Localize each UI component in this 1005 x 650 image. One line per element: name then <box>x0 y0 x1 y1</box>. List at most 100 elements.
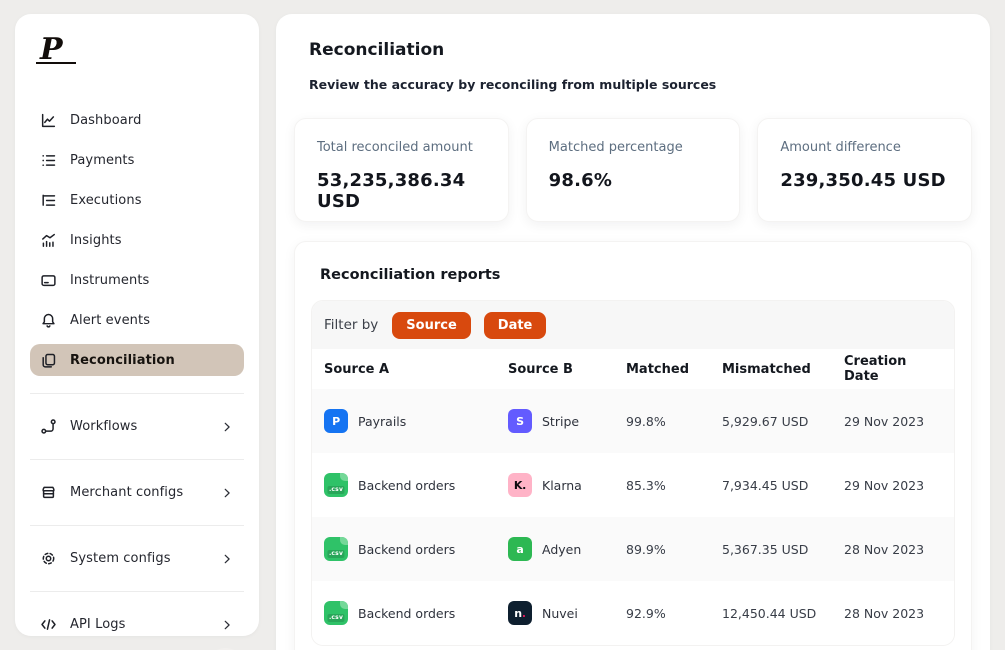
csv-folded-corner <box>340 473 348 481</box>
chevron-right-icon <box>220 617 234 631</box>
column-header-3: Mismatched <box>722 361 811 377</box>
table-row[interactable]: .csv Backend orders a Adyen 89.9% 5,367.35 US… <box>312 517 954 581</box>
table-row[interactable]: .csv Backend orders K. Klarna 85.3% 7,934.45 … <box>312 453 954 517</box>
csv-file-icon: .csv <box>324 601 348 625</box>
sidebar-item-executions[interactable]: Executions <box>30 184 244 216</box>
sidebar-divider <box>30 525 244 526</box>
csv-file-icon: .csv <box>324 537 348 561</box>
source-name: Stripe <box>542 413 580 429</box>
stat-value: 239,350.45 USD <box>780 170 946 191</box>
sidebar-divider <box>30 591 244 592</box>
reconciliation-reports-card: Reconciliation reports Filter by Source D… <box>294 241 972 650</box>
sidebar-item-api-logs[interactable]: API Logs <box>30 608 244 640</box>
creation-date-cell: 29 Nov 2023 <box>844 477 925 493</box>
sidebar-divider <box>30 393 244 394</box>
tree-list-icon <box>40 192 57 209</box>
csv-folded-corner <box>340 537 348 545</box>
mismatched-cell: 5,367.35 USD <box>722 541 809 557</box>
creation-date-cell: 28 Nov 2023 <box>844 541 925 557</box>
stat-card-3: Amount difference 239,350.45 USD <box>757 118 973 222</box>
stat-card-1: Total reconciled amount 53,235,386.34 USD <box>294 118 509 222</box>
source-cell: .csv Backend orders <box>324 473 508 497</box>
sidebar-item-label: System configs <box>70 550 171 566</box>
payrails-logo-letter: P <box>40 32 63 67</box>
source-cell: K. Klarna <box>508 473 626 497</box>
klarna-icon: K. <box>508 473 532 497</box>
csv-label: .csv <box>327 614 345 622</box>
sidebar-item-workflows[interactable]: Workflows <box>30 410 244 442</box>
payrails-logo-underline <box>36 61 76 64</box>
chevron-right-icon <box>220 551 234 565</box>
column-header-4: Creation Date <box>844 354 907 384</box>
sidebar-item-label: Reconciliation <box>70 352 175 368</box>
sidebar-item-instruments[interactable]: Instruments <box>30 264 244 296</box>
source-cell: n. Nuvei <box>508 601 626 625</box>
reports-table: Filter by Source Date Source A Source B Mat… <box>311 300 955 646</box>
source-cell: S Stripe <box>508 409 626 433</box>
stat-value: 98.6% <box>548 170 613 191</box>
mismatched-cell: 7,934.45 USD <box>722 477 809 493</box>
stat-card-2: Matched percentage 98.6% <box>525 118 741 222</box>
source-cell: .csv Backend orders <box>324 537 508 561</box>
sidebar-item-label: Dashboard <box>70 112 142 128</box>
sidebar-item-payments[interactable]: Payments <box>30 144 244 176</box>
source-name: Nuvei <box>542 605 578 621</box>
sidebar-nav: Dashboard Payments Executions Insights Instr… <box>30 104 244 648</box>
stat-label: Amount difference <box>780 140 901 155</box>
sidebar-item-reconciliation[interactable]: Reconciliation <box>30 344 244 376</box>
sidebar-item-label: Executions <box>70 192 142 208</box>
sidebar-item-system-configs[interactable]: System configs <box>30 542 244 574</box>
filter-chips: Source Date <box>392 311 547 339</box>
chevron-right-icon <box>220 485 234 499</box>
csv-label: .csv <box>327 550 345 558</box>
source-cell: P Payrails <box>324 409 508 433</box>
sidebar-item-label: Workflows <box>70 418 138 434</box>
source-name: Backend orders <box>358 477 456 493</box>
sidebar-divider <box>30 459 244 460</box>
storefront-icon <box>40 484 57 501</box>
sidebar-item-label: Merchant configs <box>70 484 184 500</box>
sidebar-item-alert-events[interactable]: Alert events <box>30 304 244 336</box>
tile-glyph: n <box>514 606 522 620</box>
code-icon <box>40 616 57 633</box>
source-name: Adyen <box>542 541 582 557</box>
filter-chip-source[interactable]: Source <box>392 311 471 339</box>
reports-title: Reconciliation reports <box>320 267 501 283</box>
card-icon <box>40 272 57 289</box>
source-name: Payrails <box>358 413 407 429</box>
stats-row: Total reconciled amount 53,235,386.34 USD… <box>294 118 973 222</box>
csv-folded-corner <box>340 601 348 609</box>
mismatched-cell: 12,450.44 USD <box>722 605 817 621</box>
table-row[interactable]: P Payrails S Stripe 99.8% 5,929.67 USD 29 Nov … <box>312 389 954 453</box>
tile-glyph: K. <box>513 478 527 492</box>
filter-chip-date[interactable]: Date <box>483 311 547 339</box>
csv-file-icon: .csv <box>324 473 348 497</box>
csv-label: .csv <box>327 486 345 494</box>
tile-glyph: S <box>516 414 524 428</box>
tile-glyph: P <box>332 414 340 428</box>
sidebar-item-label: Insights <box>70 232 122 248</box>
sidebar-item-dashboard[interactable]: Dashboard <box>30 104 244 136</box>
bell-icon <box>40 312 57 329</box>
stat-label: Matched percentage <box>548 140 683 155</box>
mismatched-cell: 5,929.67 USD <box>722 413 809 429</box>
chevron-right-icon <box>220 419 234 433</box>
filter-by-label: Filter by <box>324 317 379 333</box>
table-header-row: Source A Source B Matched Mismatched Creatio… <box>312 349 954 389</box>
column-header-2: Matched <box>626 361 690 377</box>
stripe-icon: S <box>508 409 532 433</box>
tile-glyph: a <box>516 542 524 556</box>
sidebar-item-label: Instruments <box>70 272 150 288</box>
sidebar-item-insights[interactable]: Insights <box>30 224 244 256</box>
source-name: Backend orders <box>358 605 456 621</box>
sidebar-item-label: API Logs <box>70 616 126 632</box>
column-header-1: Source B <box>508 361 573 377</box>
sidebar-item-merchant-configs[interactable]: Merchant configs <box>30 476 244 508</box>
matched-cell: 99.8% <box>626 413 666 429</box>
source-name: Backend orders <box>358 541 456 557</box>
creation-date-cell: 29 Nov 2023 <box>844 413 925 429</box>
column-header-0: Source A <box>324 361 390 377</box>
table-row[interactable]: .csv Backend orders n. Nuvei 92.9% 12,450.44 … <box>312 581 954 645</box>
stat-label: Total reconciled amount <box>317 140 473 155</box>
sidebar-collapse-button[interactable]: « <box>207 648 244 650</box>
